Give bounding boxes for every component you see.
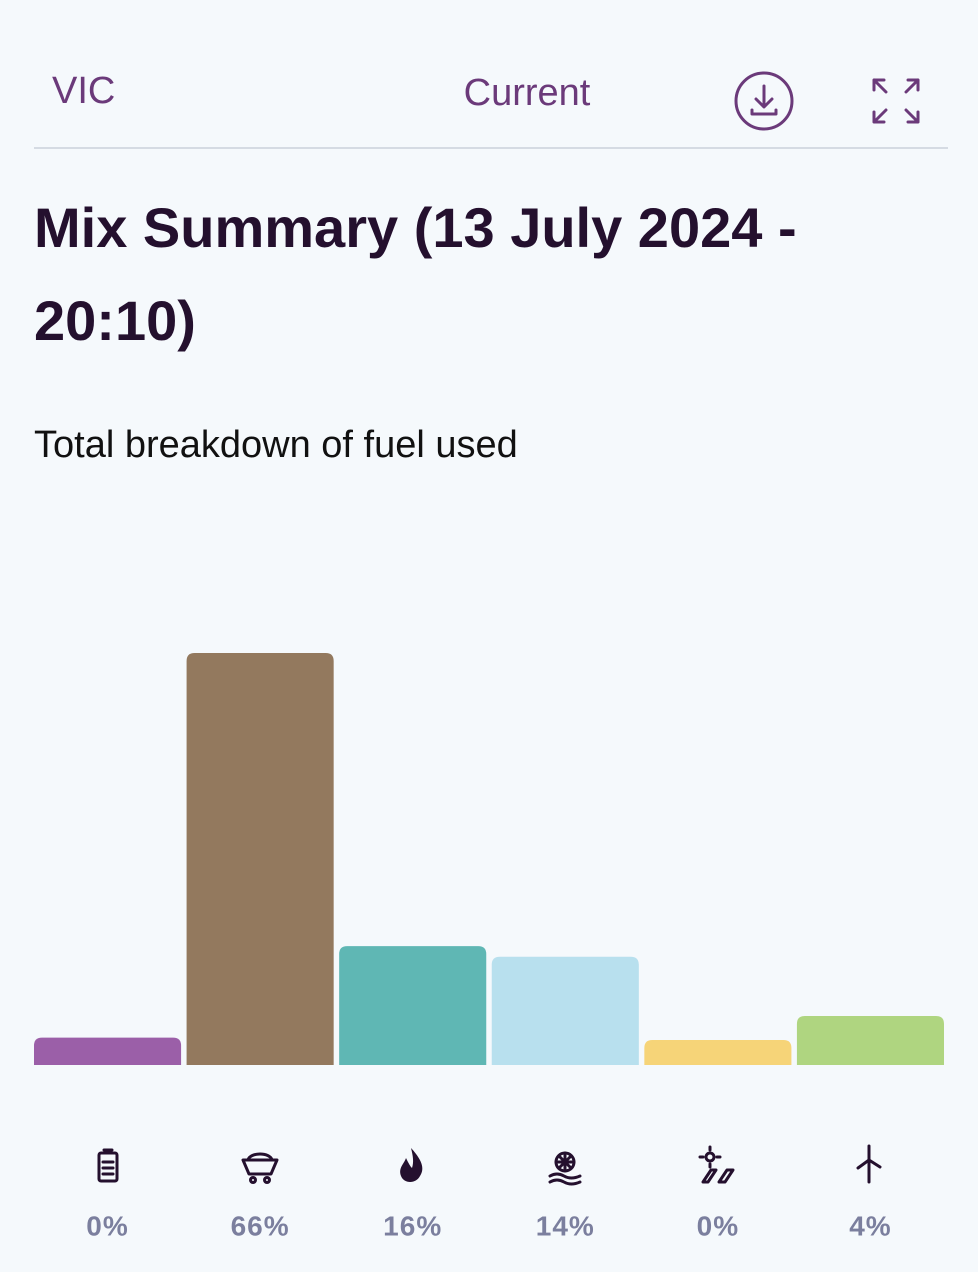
bar xyxy=(186,653,334,1065)
chart-title: Mix Summary (13 July 2024 - xyxy=(34,196,797,259)
region-selector[interactable]: VIC xyxy=(52,70,115,112)
value-label: 0% xyxy=(697,1210,739,1241)
bar xyxy=(491,956,639,1065)
value-label: 0% xyxy=(86,1210,128,1241)
fuel-icons xyxy=(97,1144,882,1186)
gas-icon xyxy=(400,1148,423,1182)
bar xyxy=(34,1037,182,1065)
expand-button[interactable] xyxy=(872,78,920,124)
value-label: 14% xyxy=(536,1210,595,1241)
value-label: 4% xyxy=(849,1210,891,1241)
bar xyxy=(339,946,487,1065)
view-selector[interactable]: Current xyxy=(464,72,591,114)
value-label: 66% xyxy=(231,1210,290,1241)
chart-subtitle: Total breakdown of fuel used xyxy=(34,424,518,466)
bar xyxy=(796,1015,944,1065)
value-label: 16% xyxy=(383,1210,442,1241)
chart-title: 20:10) xyxy=(34,289,196,352)
download-button[interactable] xyxy=(734,71,794,131)
bar xyxy=(644,1040,792,1065)
